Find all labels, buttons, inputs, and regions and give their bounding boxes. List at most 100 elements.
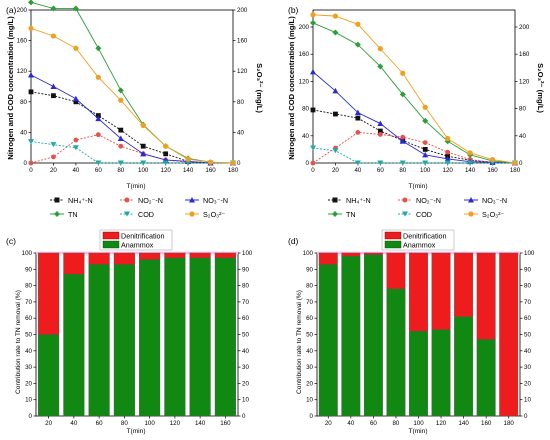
bar-c-denit-160 — [214, 252, 236, 259]
plot-d: 0 0 10 10 20 20 30 30 40 40 50 50 60 60 70 70 80 80 90 90 10… — [303, 250, 535, 427]
y2-tick-label-d-30: 30 — [524, 364, 531, 371]
point-a-cod-0 — [28, 139, 34, 145]
point-a-s2o3-80 — [118, 97, 124, 103]
x-tick-label-b-20: 20 — [332, 167, 339, 174]
y-tick-label-c-90: 90 — [25, 266, 32, 273]
legend-a-s2o3: S₂O₃²⁻ — [185, 210, 225, 219]
y-tick-label-a-0: 0 — [24, 160, 28, 167]
point-a-s2o3-140 — [185, 156, 191, 162]
y2-tick-label-c-40: 40 — [242, 348, 249, 355]
point-b-s2o3-120 — [445, 135, 451, 142]
x-tick-label-d-120: 120 — [436, 420, 447, 427]
point-b-tn-0 — [310, 19, 316, 26]
point-b-s2o3-100 — [422, 104, 428, 110]
x-tick-label-b-40: 40 — [354, 167, 361, 174]
point-b-s2o3-60 — [377, 46, 383, 52]
point-b-cod-80 — [399, 160, 406, 166]
svg-text:NH₄⁺-N: NH₄⁺-N — [68, 196, 93, 205]
bar-d-denit-180 — [499, 252, 519, 417]
series-line-b-tn — [312, 22, 516, 164]
y2-tick-label-c-30: 30 — [242, 364, 249, 371]
x-tick-label-d-160: 160 — [481, 420, 492, 427]
point-b-s2o3-140 — [467, 150, 473, 156]
point-a-cod-140 — [185, 160, 192, 166]
x-tick-label-b-0: 0 — [311, 167, 315, 174]
x-tick-label-a-180: 180 — [228, 167, 239, 174]
y2-tick-label-a-120: 120 — [237, 68, 248, 75]
legend-a-cod: COD — [120, 210, 154, 219]
y2-tick-label-c-70: 70 — [242, 299, 249, 306]
point-a-nh4-60 — [95, 113, 101, 118]
y-tick-label-c-70: 70 — [25, 299, 32, 306]
svg-text:Denitrification: Denitrification — [121, 232, 165, 241]
point-b-no3-80 — [399, 138, 406, 144]
bar-d-denit-40 — [341, 252, 361, 257]
series-line-a-nh4 — [30, 91, 233, 164]
y-tick-label-d-40: 40 — [306, 348, 313, 355]
x-tick-label-a-140: 140 — [183, 167, 194, 174]
point-b-no3-40 — [354, 109, 361, 116]
point-a-tn-60 — [95, 45, 102, 52]
point-a-s2o3-180 — [230, 160, 236, 166]
legend-c: Denitrification Anammox — [99, 229, 173, 251]
point-b-no2-120 — [445, 149, 451, 155]
x-tick-label-a-0: 0 — [29, 167, 33, 174]
panel-c-ylabel: Contribution rate to TN removal (%) — [15, 290, 22, 394]
point-a-cod-80 — [117, 160, 124, 166]
legend-a-no2: NO₂⁻-N — [120, 196, 163, 205]
point-a-nh4-120 — [163, 151, 169, 157]
y2-tick-label-d-80: 80 — [524, 283, 531, 290]
point-a-tn-40 — [72, 5, 79, 12]
y-tick-label-a-80: 80 — [20, 99, 27, 106]
x-tick-label-b-180: 180 — [510, 167, 521, 174]
point-a-no2-40 — [73, 137, 79, 143]
point-a-s2o3-20 — [50, 33, 57, 39]
bar-c-denit-40 — [63, 252, 85, 275]
x-tick-label-d-20: 20 — [325, 420, 332, 427]
legend-a-tn: TN — [50, 210, 78, 219]
bar-c-denit-20 — [38, 252, 60, 335]
x-tick-label-c-140: 140 — [195, 420, 206, 427]
point-a-nh4-0 — [28, 89, 34, 95]
bar-c-anammox-100 — [139, 259, 161, 417]
y2-tick-label-d-0: 0 — [524, 413, 528, 420]
y2-tick-label-b-200: 200 — [519, 24, 530, 31]
y-tick-label-a-40: 40 — [20, 129, 27, 136]
y-tick-label-c-30: 30 — [25, 364, 32, 371]
point-a-nh4-20 — [51, 93, 56, 99]
x-tick-label-a-40: 40 — [72, 167, 79, 174]
bar-d-denit-60 — [363, 252, 383, 255]
bar-c-denit-140 — [189, 252, 211, 259]
y-tick-label-c-0: 0 — [29, 413, 33, 420]
panel-d-ylabel: Contribution rate to TN removal (%) — [296, 290, 303, 394]
point-b-nh4-0 — [310, 107, 316, 113]
x-tick-label-b-120: 120 — [443, 167, 454, 174]
point-b-no3-120 — [444, 155, 451, 162]
legend-b: NH₄⁺-N NO₂⁻-N NO₃⁻-N TN COD S₂O₃²⁻ — [328, 196, 507, 219]
bar-d-denit-160 — [476, 252, 496, 340]
panel-d: (d) Contribution rate to TN removal (%) … — [288, 229, 535, 435]
legend-d-anammox: Anammox — [384, 241, 436, 250]
panel-c: (c) Contribution rate to TN removal (%) … — [6, 229, 253, 435]
point-b-no2-40 — [355, 130, 361, 135]
x-tick-label-d-100: 100 — [413, 420, 424, 427]
x-tick-label-c-60: 60 — [96, 420, 103, 427]
point-a-no3-20 — [50, 83, 57, 89]
y-tick-label-d-80: 80 — [306, 283, 313, 290]
legend-b-nh4: NH₄⁺-N — [328, 196, 371, 205]
point-b-cod-40 — [354, 160, 361, 166]
svg-text:Anammox: Anammox — [121, 241, 154, 250]
y2-tick-label-d-20: 20 — [524, 380, 531, 387]
x-tick-label-b-80: 80 — [399, 167, 406, 174]
y2-tick-label-c-60: 60 — [242, 315, 249, 322]
y-tick-label-b-0: 0 — [306, 160, 310, 167]
point-a-nh4-40 — [73, 99, 79, 105]
y2-tick-label-a-200: 200 — [237, 7, 248, 14]
bar-c-anammox-40 — [63, 273, 85, 417]
legend-b-no3: NO₃⁻-N — [464, 196, 507, 205]
y-tick-label-b-120: 120 — [299, 78, 310, 85]
point-b-s2o3-80 — [400, 70, 406, 76]
plot-a-frame — [30, 9, 234, 164]
panel-b-xlabel: T(min) — [408, 183, 427, 190]
y-tick-label-a-200: 200 — [17, 7, 28, 14]
